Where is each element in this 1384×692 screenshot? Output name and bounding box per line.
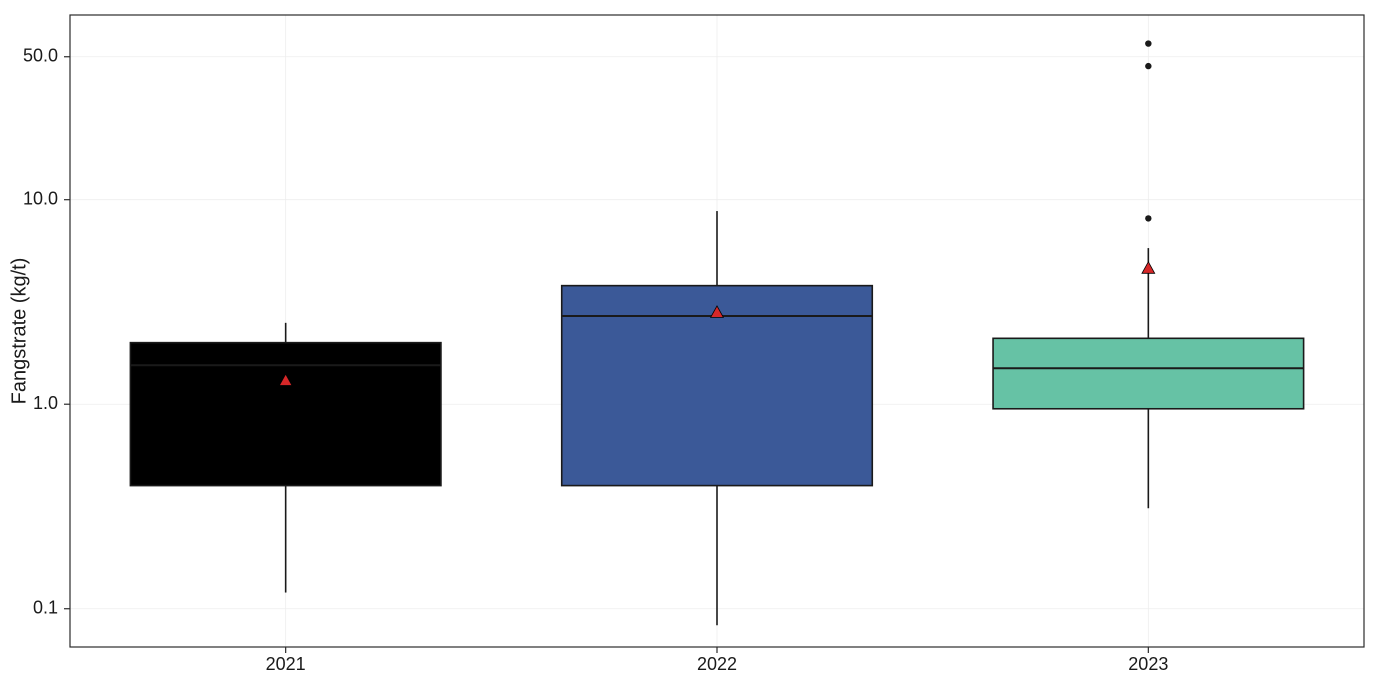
y-tick-label: 10.0 — [23, 188, 58, 208]
box-2021 — [130, 343, 441, 486]
outlier-point — [1145, 63, 1151, 69]
box-2023 — [993, 338, 1304, 408]
x-tick-label: 2021 — [266, 654, 306, 674]
x-tick-label: 2023 — [1128, 654, 1168, 674]
y-axis-label: Fangstrate (kg/t) — [8, 258, 30, 405]
y-tick-label: 0.1 — [33, 597, 58, 617]
y-tick-label: 1.0 — [33, 393, 58, 413]
x-tick-label: 2022 — [697, 654, 737, 674]
outlier-point — [1145, 40, 1151, 46]
outlier-point — [1145, 215, 1151, 221]
boxplot-panel: 0.1 1.0 10.0 50.0 2021 2022 2023 Fangstrate (kg… — [0, 0, 1384, 692]
boxplot-svg: 0.1 1.0 10.0 50.0 2021 2022 2023 Fangstrate (kg… — [0, 0, 1384, 692]
y-tick-label: 50.0 — [23, 45, 58, 65]
